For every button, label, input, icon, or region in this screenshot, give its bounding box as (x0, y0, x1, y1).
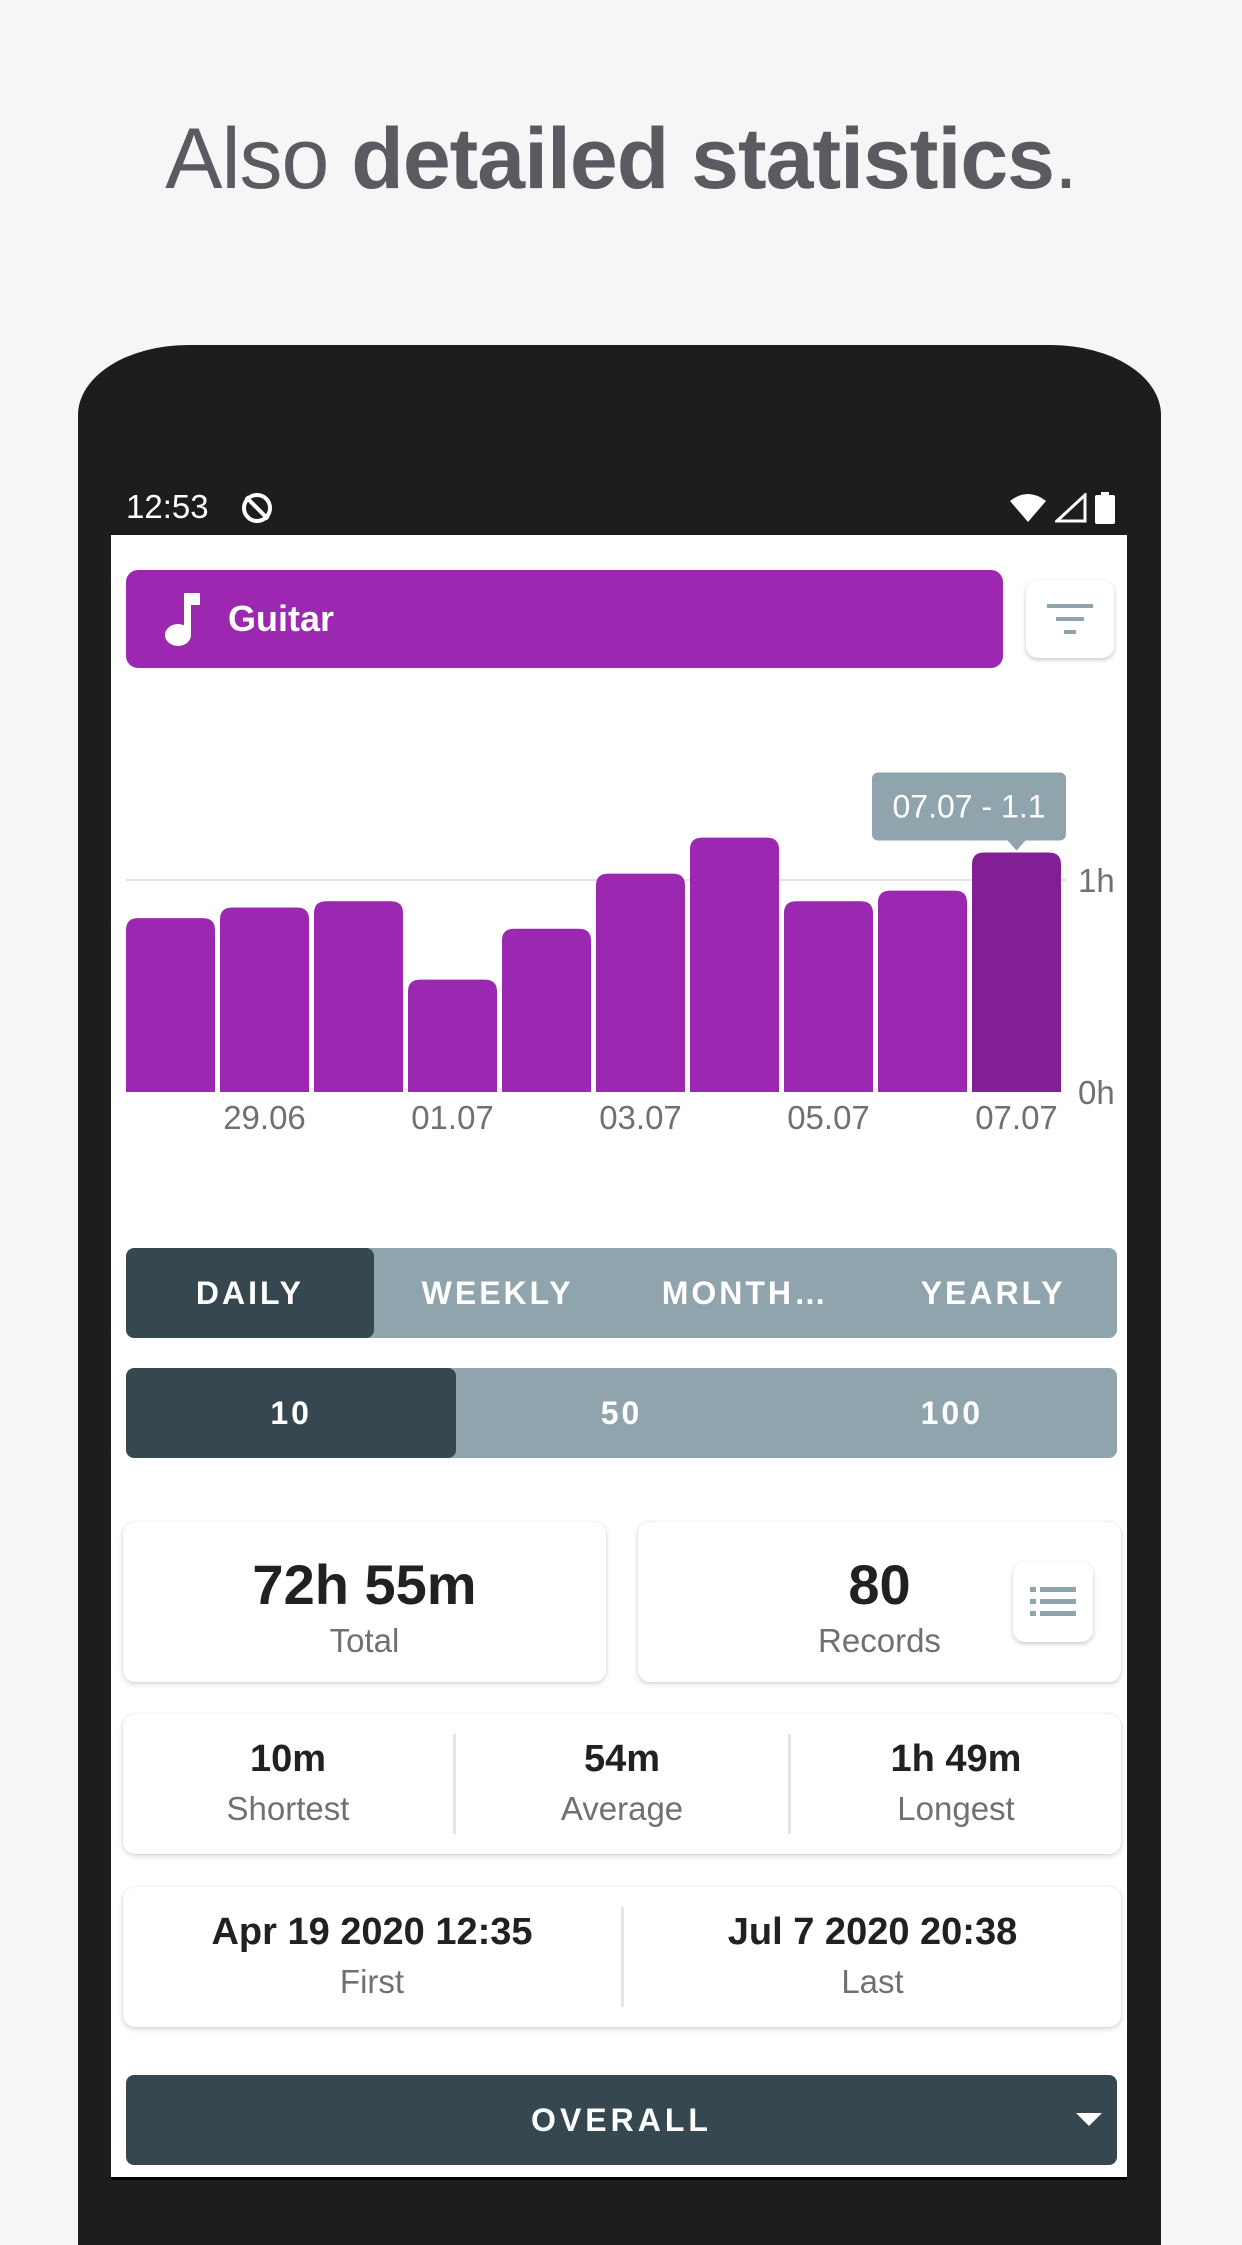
tab-daily[interactable]: DAILY (126, 1248, 374, 1338)
count-tabs: 10 50 100 (126, 1368, 1117, 1458)
longest-stat: 1h 49m Longest (791, 1714, 1121, 1854)
status-time: 12:53 (126, 488, 209, 525)
headline-light: Also (165, 111, 352, 207)
count-tab-50[interactable]: 50 (600, 1394, 643, 1431)
overall-label: OVERALL (531, 2101, 712, 2138)
tab-month[interactable]: MONTH… (661, 1274, 830, 1311)
tab-weekly[interactable]: WEEKLY (421, 1274, 574, 1311)
headline-bold: detailed statistics (351, 111, 1055, 207)
first-label: First (339, 1963, 405, 2000)
chart-bar (784, 901, 873, 1092)
records-list-button[interactable] (1013, 1562, 1093, 1642)
headline-end: . (1054, 111, 1078, 207)
last-value: Jul 7 2020 20:38 (727, 1911, 1018, 1953)
longest-label: Longest (897, 1790, 1015, 1827)
headline: Also detailed statistics. (0, 110, 1242, 209)
tooltip-box (872, 772, 1066, 841)
tooltip-text: 07.07 - 1.1 (893, 788, 1046, 824)
x-tick-label: 03.07 (599, 1099, 682, 1136)
battery-icon (1095, 492, 1115, 524)
instrument-selector[interactable]: Guitar (126, 570, 1003, 668)
navigation-bar-edge (111, 2177, 1127, 2180)
last-stat: Jul 7 2020 20:38 Last (624, 1887, 1121, 2027)
chart-bar (408, 979, 497, 1092)
sync-off-icon (242, 493, 272, 523)
status-icons (1009, 490, 1115, 526)
x-tick-label: 29.06 (223, 1099, 306, 1136)
total-value: 72h 55m (252, 1553, 477, 1616)
records-card: 80 Records (638, 1522, 1121, 1682)
longest-value: 1h 49m (890, 1738, 1022, 1780)
chart-bar (220, 907, 309, 1092)
total-label: Total (329, 1622, 400, 1659)
shortest-stat: 10m Shortest (123, 1714, 453, 1854)
chart-bar (502, 928, 591, 1092)
music-note-icon (165, 593, 200, 646)
chart-bar (596, 873, 685, 1092)
divider (453, 1734, 456, 1834)
shortest-label: Shortest (226, 1790, 350, 1827)
wifi-icon (1010, 494, 1046, 522)
chart-bar (126, 918, 215, 1092)
records-value: 80 (848, 1553, 911, 1616)
tooltip-pointer (1007, 840, 1026, 851)
period-tabs: DAILY WEEKLY MONTH… YEARLY (126, 1248, 1117, 1338)
x-tick-label: 05.07 (787, 1099, 870, 1136)
filter-button[interactable] (1026, 580, 1114, 658)
list-icon (1030, 1587, 1076, 1616)
average-value: 54m (583, 1738, 661, 1780)
x-tick-label: 07.07 (975, 1099, 1058, 1136)
y-tick-label: 0h (1078, 1074, 1115, 1111)
filter-icon (1047, 604, 1093, 634)
tab-yearly[interactable]: YEARLY (920, 1274, 1066, 1311)
status-bar: 12:53 (111, 480, 1127, 535)
records-label: Records (818, 1622, 941, 1659)
average-stat: 54m Average (456, 1714, 788, 1854)
chart-bar (690, 837, 779, 1092)
date-range-card: Apr 19 2020 12:35 First Jul 7 2020 20:38… (123, 1887, 1121, 2027)
signal-icon (1055, 493, 1087, 523)
duration-stats-card: 10m Shortest 54m Average 1h 49m Longest (123, 1714, 1121, 1854)
shortest-value: 10m (249, 1738, 327, 1780)
first-value: Apr 19 2020 12:35 (211, 1911, 533, 1953)
divider (621, 1907, 624, 2007)
total-card: 72h 55m Total (123, 1522, 606, 1682)
last-label: Last (841, 1963, 904, 2000)
count-tab-10[interactable]: 10 (126, 1368, 457, 1458)
overall-dropdown[interactable]: OVERALL (126, 2075, 1117, 2165)
count-tab-100[interactable]: 100 (920, 1394, 984, 1431)
dropdown-arrow-icon (1076, 2113, 1102, 2126)
first-stat: Apr 19 2020 12:35 First (123, 1887, 621, 2027)
average-label: Average (560, 1790, 684, 1827)
y-tick-label: 1h (1078, 862, 1115, 899)
x-tick-label: 01.07 (411, 1099, 494, 1136)
chart-bar (972, 852, 1061, 1092)
divider (788, 1734, 791, 1834)
app-screen: 12:53 Guitar 0h1h2h29.0601.0703.0705.070… (111, 480, 1127, 2180)
chart-bar (878, 890, 967, 1092)
chart-bar (314, 901, 403, 1092)
instrument-label: Guitar (228, 598, 335, 639)
